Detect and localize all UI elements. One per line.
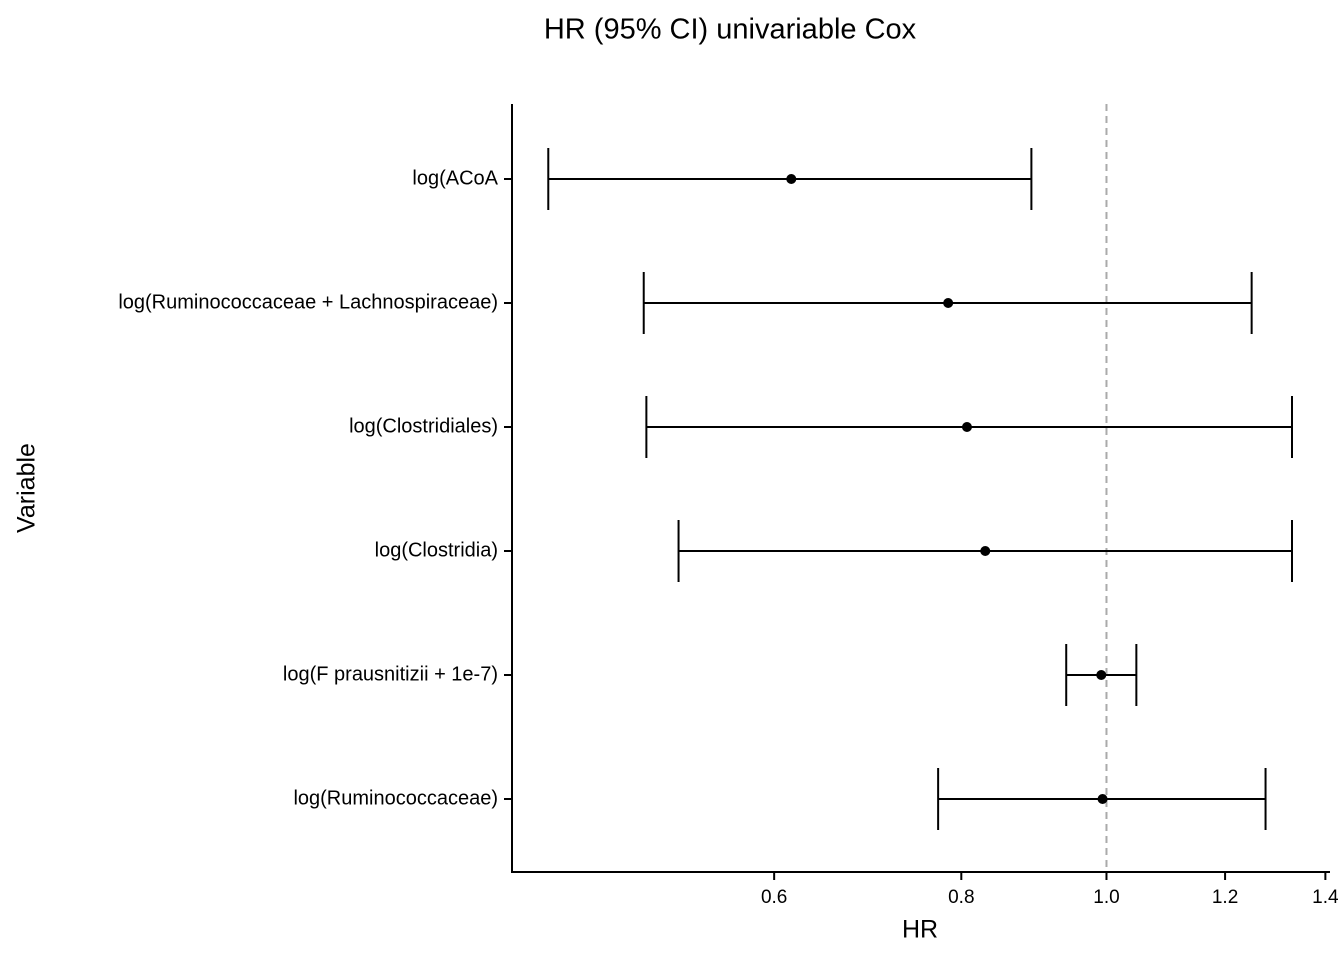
point [961, 422, 972, 432]
x-tick-label: 1.0 [1093, 887, 1119, 908]
y-tick-label: log(ACoA [412, 167, 498, 189]
y-tick-label: log(Ruminococcaceae + Lachnospiraceae) [118, 291, 498, 313]
y-axis-label: Variable [13, 443, 41, 533]
point [1096, 670, 1107, 680]
y-tick-label: log(Clostridia) [375, 539, 498, 561]
point [980, 546, 991, 556]
x-tick-label: 0.6 [761, 887, 787, 908]
y-tick-label: log(Clostridiales) [349, 415, 498, 437]
x-tick-label: 1.2 [1212, 887, 1238, 908]
y-tick-label: log(F prausnitizii + 1e-7) [283, 663, 498, 685]
point [943, 298, 954, 308]
x-axis-label: HR [902, 916, 938, 944]
x-tick-label: 0.8 [948, 887, 974, 908]
y-tick-label: log(Ruminococcaceae) [293, 787, 498, 809]
chart-title: HR (95% CI) univariable Cox [544, 14, 917, 46]
point [786, 174, 797, 184]
x-tick-label: 1.4 [1312, 887, 1339, 908]
point [1097, 794, 1108, 804]
